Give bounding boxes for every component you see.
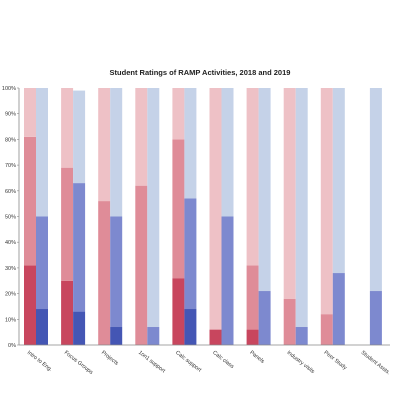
y-tick-label: 80% (5, 137, 16, 143)
y-tick-label: 70% (5, 163, 16, 169)
bar-segment-2019-medium (36, 216, 48, 310)
bar-segment-2019-light (258, 88, 271, 292)
bar-segment-2018-light (61, 88, 74, 168)
bar-segment-2019-medium (221, 216, 234, 345)
bar-segment-2019-dark (110, 327, 123, 345)
bar-segment-2018-medium (283, 298, 296, 345)
bar-segment-2018-dark (61, 280, 74, 345)
bar-segment-2018-light (246, 88, 259, 266)
bar-segment-2019-light (73, 90, 86, 184)
bar-segment-2019-medium (184, 198, 197, 310)
y-tick-label: 20% (5, 292, 16, 298)
bar-segment-2019-light (221, 88, 234, 217)
bars-group (24, 88, 382, 345)
x-tick-label: Student Assts. (360, 350, 392, 377)
bar-segment-2018-dark (246, 329, 259, 345)
bar-segment-2019-light (369, 88, 382, 292)
x-tick-label: Intro to Eng. (26, 350, 54, 373)
x-tick-label: Projects (100, 350, 120, 367)
bar-segment-2019-light (147, 88, 160, 328)
x-tick-label: Peer Study (323, 350, 348, 372)
y-tick-label: 10% (5, 317, 16, 323)
bar-segment-2018-light (320, 88, 333, 315)
bar-segment-2018-light (283, 88, 296, 299)
y-tick-label: 50% (5, 215, 16, 221)
x-axis-ticks: Intro to Eng. Focus Groups Projects 1on1 su… (26, 350, 392, 377)
y-tick-label: 100% (2, 86, 16, 92)
bar-segment-2018-light (135, 88, 148, 186)
x-tick-label: 1on1 support (137, 350, 166, 375)
bar-segment-2019-light (110, 88, 123, 217)
bar-segment-2019-dark (184, 309, 197, 345)
bar-segment-2018-medium (24, 136, 36, 266)
bar-segment-2018-dark (209, 329, 222, 345)
bar-segment-2018-medium (246, 265, 259, 330)
bar-segment-2019-medium (147, 327, 160, 345)
bar-segment-2018-medium (172, 139, 185, 279)
bar-segment-2019-dark (36, 309, 48, 345)
bar-segment-2018-dark (172, 278, 185, 345)
bar-segment-2019-medium (369, 291, 382, 345)
bar-segment-2019-medium (258, 291, 271, 345)
bar-segment-2019-medium (73, 183, 86, 312)
y-axis-ticks: 0% 10% 20% 30% 40% 50% 60% 70% 80% 90% 100% (2, 86, 19, 349)
bar-segment-2019-medium (295, 327, 308, 345)
bar-segment-2018-dark (24, 265, 36, 345)
x-tick-label: Calc class (211, 350, 235, 370)
bar-segment-2018-light (172, 88, 185, 140)
bar-segment-2019-medium (332, 273, 345, 345)
bar-segment-2018-medium (61, 167, 74, 281)
bar-segment-2018-light (98, 88, 111, 202)
y-tick-label: 0% (8, 343, 16, 349)
bar-segment-2018-light (209, 88, 222, 330)
y-tick-label: 30% (5, 266, 16, 272)
bar-segment-2019-light (184, 88, 197, 199)
bar-segment-2019-light (36, 88, 48, 217)
bar-segment-2019-light (332, 88, 345, 274)
x-tick-label: Panels (248, 350, 265, 365)
bar-segment-2019-dark (73, 311, 86, 345)
x-tick-label: Industry visits (285, 350, 315, 375)
bar-segment-2018-medium (98, 201, 111, 345)
chart-title: Student Ratings of RAMP Activities, 2018… (109, 68, 291, 77)
bar-segment-2018-medium (135, 185, 148, 345)
y-tick-label: 40% (5, 240, 16, 246)
y-tick-label: 60% (5, 189, 16, 195)
x-tick-label: Focus Groups (63, 350, 94, 376)
bar-segment-2019-light (295, 88, 308, 328)
y-tick-label: 90% (5, 112, 16, 118)
bar-segment-2019-medium (110, 216, 123, 328)
bar-segment-2018-medium (320, 314, 333, 345)
bar-segment-2018-light (24, 88, 36, 137)
x-tick-label: Calc support (174, 350, 202, 374)
